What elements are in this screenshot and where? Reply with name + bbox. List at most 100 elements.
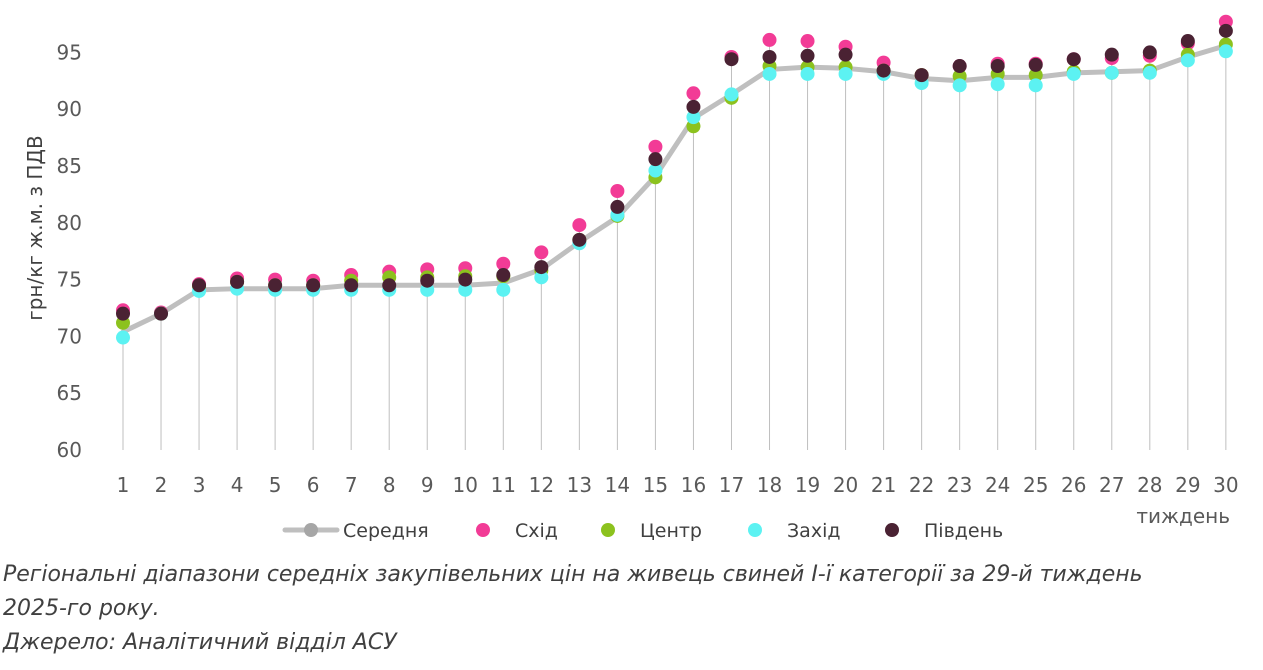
chart-caption: Регіональні діапазони середніх закупівел…: [3, 558, 1143, 660]
data-point-series-1: [800, 34, 815, 49]
data-point-series-4: [1180, 34, 1195, 49]
data-point-series-3: [800, 66, 815, 81]
y-tick-label: 80: [57, 211, 82, 235]
x-tick-label: 16: [681, 473, 706, 497]
x-tick-label: 15: [643, 473, 668, 497]
data-point-series-1: [648, 139, 663, 154]
x-tick-label: 7: [345, 473, 358, 497]
data-point-series-3: [762, 66, 777, 81]
legend-label: Захід: [787, 520, 840, 542]
data-point-series-4: [1104, 47, 1119, 62]
x-tick-label: 11: [491, 473, 516, 497]
x-tick-label: 30: [1213, 473, 1238, 497]
x-tick-label: 20: [833, 473, 858, 497]
data-point-series-3: [496, 282, 511, 297]
data-point-series-4: [610, 199, 625, 214]
data-point-series-4: [306, 278, 321, 293]
x-tick-label: 6: [307, 473, 320, 497]
series-group: [116, 14, 1233, 345]
data-point-series-4: [1028, 57, 1043, 72]
legend-swatch-marker: [304, 523, 318, 537]
data-point-series-4: [154, 306, 169, 321]
data-point-series-1: [534, 245, 549, 260]
legend-label: Південь: [924, 520, 1003, 542]
x-axis-title: тиждень: [1136, 504, 1230, 528]
data-point-series-3: [1142, 65, 1157, 80]
x-tick-label: 26: [1061, 473, 1086, 497]
data-point-series-4: [230, 274, 245, 289]
data-point-series-1: [610, 183, 625, 198]
legend-label: Центр: [640, 520, 702, 542]
data-point-series-1: [496, 256, 511, 271]
y-tick-label: 85: [57, 154, 82, 178]
data-point-series-3: [1066, 66, 1081, 81]
data-point-series-4: [1142, 45, 1157, 60]
data-point-series-4: [534, 260, 549, 275]
legend-swatch-marker: [601, 523, 615, 537]
legend-swatch-marker: [885, 523, 899, 537]
x-tick-label: 22: [909, 473, 934, 497]
y-tick-label: 95: [57, 40, 82, 64]
data-point-series-3: [648, 163, 663, 178]
x-tick-label: 14: [605, 473, 630, 497]
x-tick-label: 8: [383, 473, 396, 497]
x-tick-label: 28: [1137, 473, 1162, 497]
x-tick-label: 3: [193, 473, 206, 497]
data-point-series-4: [838, 47, 853, 62]
x-tick-label: 19: [795, 473, 820, 497]
data-point-series-4: [382, 278, 397, 293]
data-point-series-4: [116, 306, 130, 321]
data-point-series-4: [686, 99, 701, 114]
data-point-series-3: [724, 87, 739, 102]
caption-line-1: Регіональні діапазони середніх закупівел…: [3, 562, 1143, 587]
x-tick-label: 1: [117, 473, 130, 497]
data-point-series-3: [1104, 65, 1119, 80]
caption-source: Джерело: Аналітичний відділ АСУ: [3, 630, 397, 655]
data-point-series-4: [1066, 52, 1081, 67]
y-tick-label: 60: [57, 438, 82, 462]
legend: Середня Схід Центр Захід Південь: [282, 520, 1003, 542]
data-point-series-4: [914, 68, 929, 83]
data-point-series-4: [420, 273, 435, 288]
x-tick-label: 10: [453, 473, 478, 497]
data-point-series-3: [1180, 53, 1195, 68]
data-point-series-1: [686, 86, 701, 101]
data-point-series-3: [534, 270, 549, 285]
data-point-series-4: [990, 59, 1005, 74]
legend-swatch-marker: [748, 523, 762, 537]
data-point-series-4: [192, 278, 207, 293]
x-tick-label: 5: [269, 473, 282, 497]
data-point-series-4: [1218, 23, 1233, 38]
x-tick-label: 21: [871, 473, 896, 497]
data-point-series-4: [496, 268, 511, 283]
x-tick-label: 17: [719, 473, 744, 497]
data-point-series-2: [1028, 68, 1043, 83]
y-tick-label: 65: [57, 381, 82, 405]
data-point-series-1: [762, 32, 777, 47]
data-point-series-4: [344, 278, 359, 293]
data-point-series-3: [838, 66, 853, 81]
data-point-series-4: [648, 152, 663, 167]
data-point-series-4: [762, 49, 777, 64]
x-tick-label: 12: [529, 473, 554, 497]
y-tick-label: 90: [57, 97, 82, 121]
x-axis-ticks: 1 2 3 4 5 6 7 8 9 10 11 12 13 14 15 16 17 18 19 20 21 22 23 24 2…: [117, 473, 1239, 497]
y-tick-label: 70: [57, 324, 82, 348]
data-point-series-4: [572, 232, 587, 247]
x-tick-label: 9: [421, 473, 434, 497]
data-point-series-3: [952, 78, 967, 93]
data-point-series-4: [268, 278, 283, 293]
data-point-series-4: [724, 52, 739, 67]
vertical-drop-lines: [122, 21, 1227, 450]
y-axis-title: грн/кг ж.м. з ПДВ: [23, 135, 47, 321]
legend-label: Схід: [515, 520, 558, 542]
data-point-series-3: [990, 77, 1005, 92]
legend-label: Середня: [343, 520, 429, 542]
caption-line-2: 2025-го року.: [3, 596, 160, 621]
data-point-series-4: [458, 272, 473, 287]
y-tick-label: 75: [57, 268, 82, 292]
data-point-series-3: [1218, 44, 1233, 59]
x-tick-label: 29: [1175, 473, 1200, 497]
data-point-series-3: [686, 110, 701, 125]
